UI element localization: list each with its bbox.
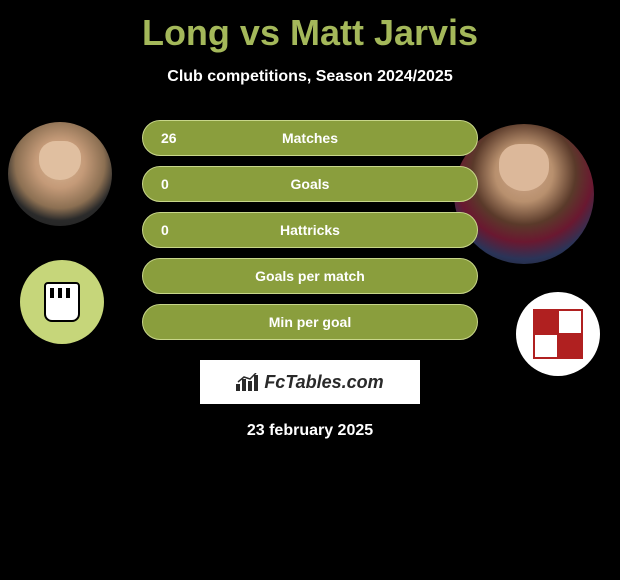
branding-badge: FcTables.com [200,360,420,404]
stat-left-value: 0 [161,176,169,192]
stat-row-goals: 0 Goals [142,166,478,202]
stat-row-mpg: Min per goal [142,304,478,340]
barchart-icon [236,373,258,391]
stat-label: Goals [143,176,477,192]
stat-row-gpm: Goals per match [142,258,478,294]
stat-label: Goals per match [143,268,477,284]
club-right-badge [516,292,600,376]
player-left-avatar [8,122,112,226]
stat-left-value: 0 [161,222,169,238]
subtitle: Club competitions, Season 2024/2025 [0,68,620,86]
page-title: Long vs Matt Jarvis [0,0,620,54]
date-text: 23 february 2025 [0,422,620,440]
branding-label: FcTables.com [264,372,383,393]
stat-row-matches: 26 Matches [142,120,478,156]
stat-label: Hattricks [143,222,477,238]
stat-label: Matches [143,130,477,146]
stat-left-value: 26 [161,130,177,146]
stat-label: Min per goal [143,314,477,330]
stat-row-hattricks: 0 Hattricks [142,212,478,248]
club-left-badge [20,260,104,344]
